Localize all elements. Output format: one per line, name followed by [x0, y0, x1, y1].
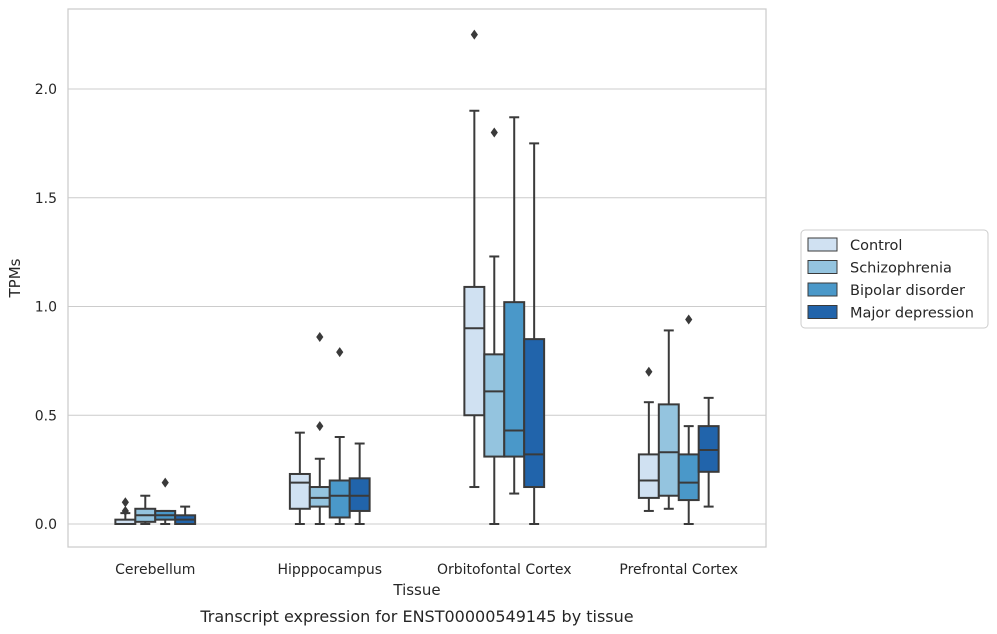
x-axis-label: Tissue [392, 581, 440, 599]
legend-frame [800, 229, 989, 329]
y-axis-label: TPMs [6, 258, 24, 298]
chart-caption: Transcript expression for ENST0000054914… [199, 607, 633, 626]
box-body [483, 353, 506, 458]
legend-swatch [807, 282, 838, 297]
box-body [463, 285, 486, 417]
x-tick-label: Hipppocampus [277, 562, 382, 578]
box-2-1 [483, 127, 506, 525]
box-body [637, 453, 660, 499]
outlier-point [336, 347, 344, 358]
box-3-2 [677, 314, 700, 525]
legend-label: Major depression [850, 306, 974, 322]
box-body [288, 472, 311, 510]
outlier-point [316, 331, 324, 342]
outlier-point [316, 421, 324, 432]
legend-swatch [807, 305, 838, 319]
outlier-point [490, 127, 498, 138]
outlier-point [121, 505, 129, 516]
box-body [677, 453, 700, 502]
outlier-point [121, 497, 129, 508]
box-body [697, 425, 720, 473]
box-body [657, 403, 680, 497]
outlier-point [470, 29, 478, 40]
legend-swatch [807, 237, 838, 252]
y-tick-label: 2.0 [35, 82, 57, 98]
plot-frame [67, 8, 767, 548]
legend-swatch [807, 260, 838, 274]
outlier-point [645, 366, 653, 377]
box-0-3 [174, 505, 197, 525]
box-0-2 [154, 477, 177, 525]
box-1-0 [288, 431, 311, 525]
box-body [503, 301, 526, 458]
box-plots [114, 29, 720, 526]
box-0-1 [134, 494, 157, 525]
legend-label: Schizophrenia [850, 261, 952, 277]
box-body [348, 477, 371, 512]
box-2-2 [503, 116, 526, 495]
box-3-1 [657, 329, 680, 510]
x-tick-label: Prefrontal Cortex [619, 562, 738, 578]
y-tick-label: 1.5 [35, 191, 57, 207]
box-1-2 [328, 347, 351, 525]
y-tick-label: 0.0 [35, 517, 57, 533]
box-0-0 [114, 497, 137, 526]
box-2-3 [523, 142, 546, 525]
box-2-0 [463, 29, 486, 489]
box-3-3 [697, 396, 720, 508]
outlier-point [161, 477, 169, 488]
legend-label: Control [850, 238, 902, 254]
outlier-point [685, 314, 693, 325]
box-body [523, 338, 546, 489]
box-body [308, 486, 331, 508]
legend: Control Schizophrenia Bipolar disorder Majo… [800, 229, 989, 329]
y-tick-label: 0.5 [35, 408, 57, 424]
y-tick-labels: 0.0 0.5 1.0 1.5 2.0 [35, 82, 57, 533]
box-body [328, 479, 351, 519]
y-tick-label: 1.0 [35, 300, 57, 316]
x-tick-labels: Cerebellum Hipppocampus Orbitofontal Corte… [115, 562, 738, 578]
x-tick-label: Cerebellum [115, 562, 195, 578]
x-tick-label: Orbitofontal Cortex [437, 562, 572, 578]
box-1-3 [348, 442, 371, 525]
box-1-1 [308, 331, 331, 525]
box-3-0 [637, 366, 660, 512]
legend-label: Bipolar disorder [850, 283, 965, 299]
